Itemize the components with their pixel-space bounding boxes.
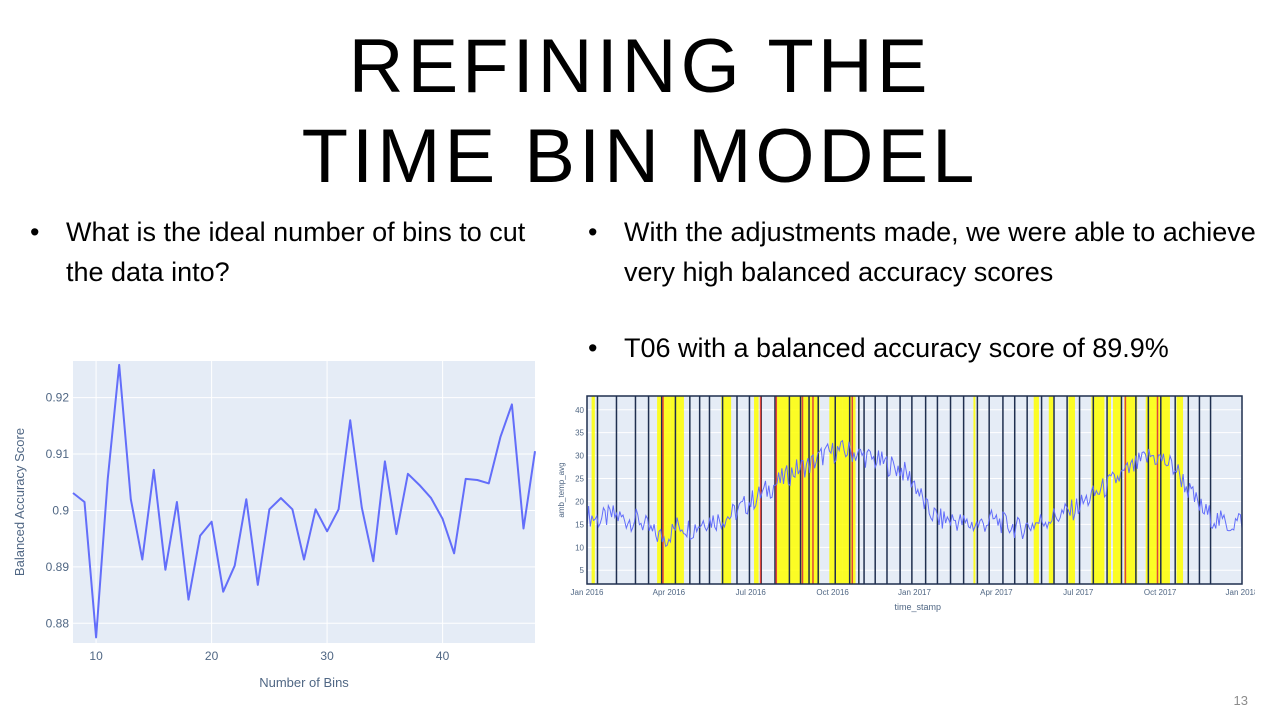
temperature-timeseries-chart: 5 10 15 20 25 30 35 40 Jan 2016 Apr 2016 Jul 2016 O…: [557, 395, 1255, 612]
slide-title: REFINING THE TIME BIN MODEL: [0, 22, 1280, 202]
x-tick-label: 30: [320, 649, 334, 663]
highlight-band: [1091, 396, 1105, 584]
title-line-2: TIME BIN MODEL: [301, 114, 979, 199]
highlight-band: [657, 396, 671, 584]
y-tick-label: 15: [575, 520, 584, 529]
highlight-band: [775, 396, 807, 584]
y-tick-label: 0.89: [46, 560, 70, 574]
highlight-band: [591, 396, 595, 584]
y-tick-label: 30: [575, 452, 584, 461]
highlight-band: [1048, 396, 1054, 584]
y-tick-label: 5: [580, 566, 585, 575]
y-tick-label: 0.88: [46, 616, 70, 630]
title-line-1: REFINING THE: [348, 24, 932, 109]
y-tick-label: 0.9: [52, 503, 69, 517]
y-tick-label: 35: [575, 429, 584, 438]
plot-background: [73, 361, 535, 643]
y-tick-label: 20: [575, 497, 584, 506]
slide-number: 13: [1233, 693, 1248, 708]
highlight-band: [1112, 396, 1122, 584]
x-tick-label: 20: [205, 649, 219, 663]
x-tick-label: Jan 2016: [571, 588, 604, 597]
y-tick-label: 0.91: [46, 447, 70, 461]
y-tick-label: 25: [575, 475, 584, 484]
highlight-band: [1124, 396, 1138, 584]
y-axis-label: Balanced Accuracy Score: [12, 428, 27, 576]
y-tick-label: 0.92: [46, 391, 70, 405]
y-axis-label: amb_temp_avg: [557, 462, 566, 517]
x-tick-label: Jul 2017: [1063, 588, 1094, 597]
right-bullet-2: T06 with a balanced accuracy score of 89…: [586, 328, 1266, 368]
plot-frame: [586, 395, 1243, 585]
x-tick-label: Apr 2017: [980, 588, 1013, 597]
right-bullet-list: With the adjustments made, we were able …: [586, 212, 1266, 404]
highlight-band: [973, 396, 976, 584]
x-tick-label: Apr 2016: [653, 588, 686, 597]
accuracy-series-line: [72, 363, 536, 639]
x-tick-label: 10: [89, 649, 103, 663]
highlight-band: [1176, 396, 1184, 584]
highlight-band: [1033, 396, 1039, 584]
x-tick-label: Jul 2016: [736, 588, 767, 597]
x-tick-label: Jan 2017: [898, 588, 931, 597]
x-axis-label: Number of Bins: [259, 675, 349, 690]
y-tick-label: 40: [575, 406, 584, 415]
y-tick-label: 10: [575, 543, 584, 552]
x-axis-label: time_stamp: [895, 602, 942, 612]
plot-background: [587, 396, 1242, 584]
highlight-band: [754, 396, 759, 584]
x-tick-label: 40: [436, 649, 450, 663]
x-tick-label: Oct 2017: [1144, 588, 1177, 597]
temperature-series-line: [586, 439, 1243, 548]
highlight-band: [670, 396, 684, 584]
highlight-band: [721, 396, 732, 584]
x-tick-label: Oct 2016: [816, 588, 849, 597]
highlight-band: [1107, 396, 1111, 584]
right-bullet-1: With the adjustments made, we were able …: [586, 212, 1266, 292]
left-bullet-1: What is the ideal number of bins to cut …: [28, 212, 558, 292]
left-bullet-list: What is the ideal number of bins to cut …: [28, 212, 558, 328]
highlight-band: [1068, 396, 1075, 584]
x-tick-label: Jan 2018: [1226, 588, 1255, 597]
balanced-accuracy-chart: 10 20 30 40 0.88 0.89 0.9 0.91 0.92 Number of Bin…: [12, 361, 536, 690]
